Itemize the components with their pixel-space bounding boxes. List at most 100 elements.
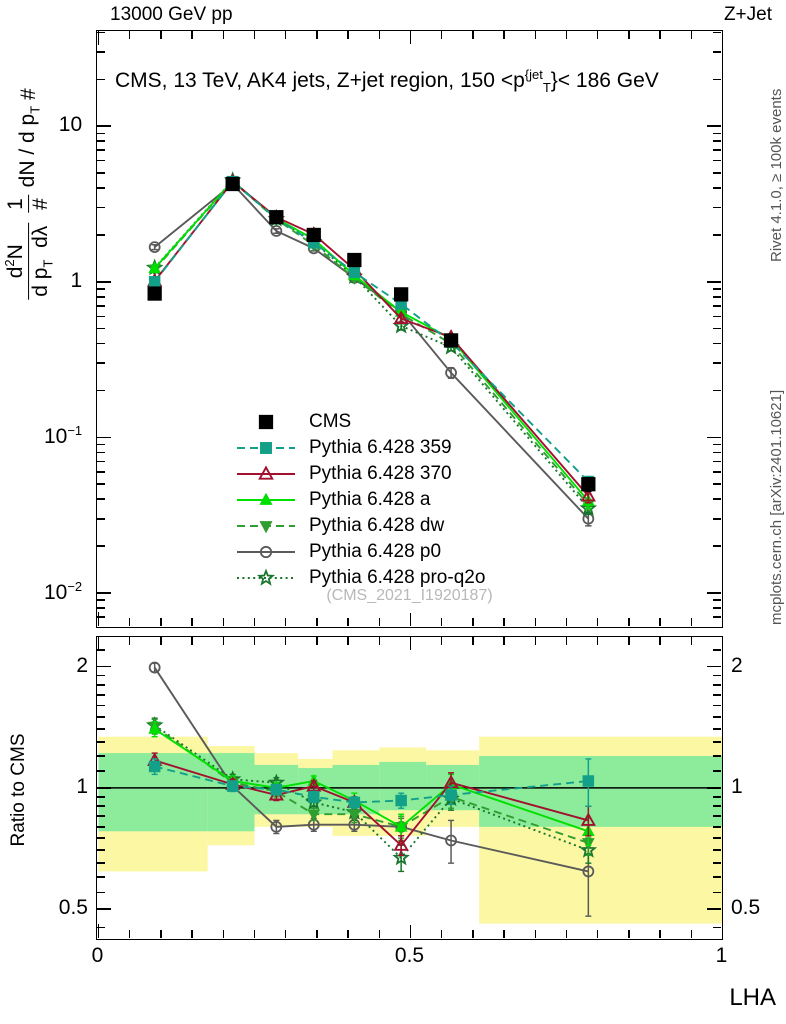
legend-item-pydw[interactable]: Pythia 6.428 dw [237, 513, 485, 539]
axis-tick [97, 517, 105, 520]
axis-tick [97, 31, 100, 45]
axis-tick [97, 483, 105, 485]
axis-tick [707, 908, 721, 910]
header-process-label: Z+Jet [723, 4, 772, 25]
axis-tick [97, 684, 105, 686]
ratio-y-tick-label-right: 2 [731, 653, 743, 677]
axis-tick [713, 451, 721, 454]
axis-tick [596, 930, 599, 938]
main-y-tick-label: 1 [70, 268, 88, 292]
axis-tick [659, 930, 661, 938]
axis-tick [713, 362, 721, 364]
axis-tick [222, 618, 225, 626]
legend-sample-pyproq2o [237, 567, 295, 589]
axis-tick [97, 826, 105, 828]
legend-item-pya[interactable]: Pythia 6.428 a [237, 487, 485, 513]
axis-tick [97, 926, 105, 929]
axis-tick [378, 930, 381, 938]
axis-tick [97, 770, 105, 772]
axis-tick [97, 460, 105, 463]
axis-tick [713, 234, 721, 236]
axis-tick [97, 78, 105, 81]
axis-tick [713, 849, 721, 851]
axis-tick [97, 924, 100, 938]
axis-tick [713, 616, 721, 618]
axis-tick [316, 930, 318, 938]
axis-tick [713, 815, 721, 818]
axis-tick [222, 930, 225, 938]
axis-tick [97, 876, 105, 878]
axis-tick [160, 31, 162, 39]
legend-item-py370[interactable]: Pythia 6.428 370 [237, 461, 485, 487]
legend-label-pyp0: Pythia 6.428 p0 [309, 541, 442, 562]
axis-tick [97, 637, 100, 651]
axis-tick [713, 770, 721, 772]
axis-tick [713, 837, 721, 839]
legend-label-py370: Pythia 6.428 370 [309, 463, 452, 484]
axis-tick [97, 728, 105, 730]
axis-tick [347, 930, 349, 938]
legend-item-py359[interactable]: Pythia 6.428 359 [237, 435, 485, 461]
axis-tick [284, 930, 287, 938]
axis-tick [97, 471, 105, 473]
axis-tick [97, 234, 105, 236]
axis-tick [97, 649, 105, 651]
axis-tick [721, 31, 724, 45]
plot-title-superscript: {jet [524, 67, 543, 82]
axis-tick [440, 31, 443, 39]
axis-tick [160, 637, 162, 645]
axis-tick [284, 637, 287, 645]
axis-tick [97, 327, 105, 330]
axis-tick [472, 930, 474, 938]
axis-tick [690, 618, 693, 626]
axis-tick [713, 716, 721, 718]
axis-tick [316, 637, 318, 645]
axis-tick [713, 826, 721, 828]
axis-tick [97, 140, 105, 143]
axis-tick [378, 31, 381, 39]
axis-tick [713, 31, 721, 34]
axis-tick [713, 296, 721, 298]
axis-tick [713, 315, 721, 318]
legend-item-cms[interactable]: CMS [237, 409, 485, 435]
axis-tick [503, 618, 505, 626]
ratio-series-py359 [148, 758, 595, 809]
ratio-y-tick-label-left: 1 [76, 774, 88, 798]
legend-item-pyproq2o[interactable]: Pythia 6.428 pro-q2o [237, 565, 485, 591]
rivet-version-label: Rivet 4.1.0, ≥ 100k events [768, 88, 785, 262]
axis-tick [97, 159, 105, 162]
axis-tick [713, 796, 721, 798]
axis-tick [440, 930, 443, 938]
axis-tick [97, 755, 105, 757]
legend: CMS Pythia 6.428 359 Pythia 6.428 370 Pythi… [237, 409, 485, 591]
axis-tick [707, 665, 721, 668]
axis-tick [565, 618, 568, 626]
axis-tick [222, 31, 225, 39]
axis-tick [347, 637, 349, 645]
plot-title-subscript: T [542, 80, 551, 96]
axis-tick [128, 930, 131, 938]
legend-label-cms: CMS [309, 411, 352, 432]
axis-tick [409, 637, 412, 650]
axis-tick [628, 930, 630, 938]
axis-tick [713, 159, 721, 162]
axis-tick [97, 288, 105, 290]
legend-item-pyp0[interactable]: Pythia 6.428 p0 [237, 539, 485, 565]
axis-tick [191, 930, 193, 938]
axis-tick [191, 618, 193, 626]
axis-tick [713, 805, 721, 808]
axis-tick [659, 31, 661, 39]
legend-sample-pyp0 [237, 541, 295, 563]
x-tick-label: 0.5 [394, 944, 425, 967]
axis-tick [713, 460, 721, 463]
axis-tick [97, 607, 105, 609]
x-axis-title: LHA [729, 984, 776, 1011]
ratio-y-tick-label-left: 0.5 [58, 896, 88, 920]
axis-tick [97, 694, 105, 696]
axis-tick [713, 517, 721, 520]
axis-tick [721, 637, 724, 651]
axis-tick [97, 451, 105, 454]
axis-tick [97, 599, 105, 601]
axis-tick [97, 592, 111, 594]
legend-label-pydw: Pythia 6.428 dw [309, 515, 445, 536]
